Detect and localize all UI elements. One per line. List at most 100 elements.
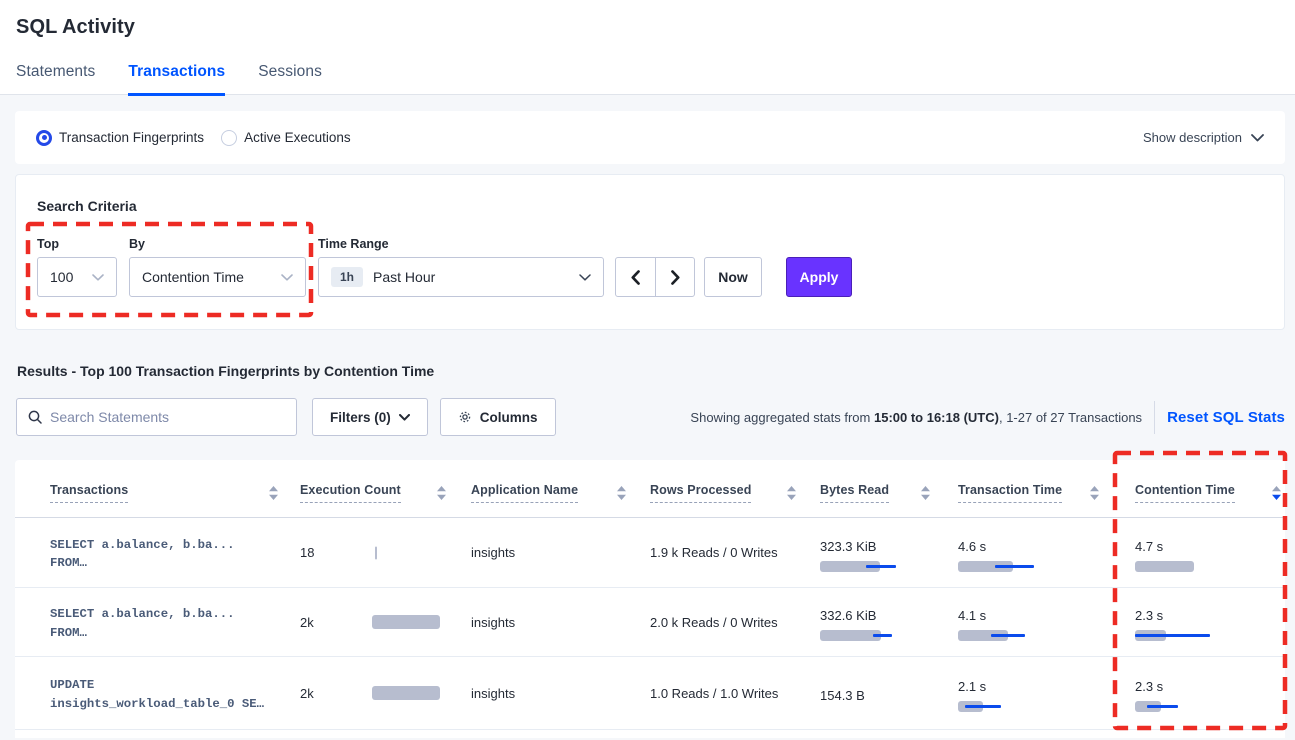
gear-icon [459,411,471,423]
column-header-label[interactable]: Contention Time [1135,483,1235,503]
bytes-read-value: 332.6 KiB [820,608,877,623]
bytes-read-stddev-line [873,634,892,637]
top-field: Top 100 [37,237,129,297]
transaction-fingerprint-link[interactable]: SELECT a.balance, b.ba... FROM… [36,602,300,642]
transactions-table: Transactions Execution Count Application N… [15,460,1285,738]
sort-icon[interactable] [1090,486,1099,500]
table-row: SELECT a.balance, b.ba... FROM… 2k insights… [15,588,1285,657]
reset-sql-stats-link[interactable]: Reset SQL Stats [1167,408,1285,426]
contention-time-stddev-line [1147,705,1178,708]
search-criteria-heading: Search Criteria [37,198,137,214]
apply-button[interactable]: Apply [786,257,852,297]
bytes-read-cell: 332.6 KiB [820,603,958,641]
transaction-fingerprint-link[interactable]: UPDATE insights_workload_table_0 SE… [36,673,300,713]
show-description-label: Show description [1143,130,1242,145]
sort-icon-desc-active[interactable] [1272,486,1281,500]
execution-count-bar [372,686,440,700]
query-line: FROM… [50,556,87,570]
column-header-transaction-time[interactable]: Transaction Time [958,474,1135,503]
table-row: UPDATE insights_workload_table_0 SE… 2k ins… [15,657,1285,730]
application-name-cell: insights [471,614,516,630]
time-range-select[interactable]: 1h Past Hour [318,257,604,297]
column-header-contention-time[interactable]: Contention Time [1135,474,1285,503]
contention-time-cell: 4.7 s [1135,534,1285,572]
by-select[interactable]: Contention Time [129,257,306,297]
chevron-down-icon [398,413,410,421]
table-row: SELECT a.balance, b.ba... FROM… 18 insights… [15,518,1285,588]
column-header-rows-processed[interactable]: Rows Processed [650,474,820,503]
transaction-time-cell: 4.1 s [958,603,1135,641]
search-icon [28,410,42,424]
column-header-transactions[interactable]: Transactions [36,474,300,503]
execution-count-cell: 18 [300,518,471,587]
search-input[interactable] [50,409,285,425]
by-select-value: Contention Time [142,269,244,285]
table-header-row: Transactions Execution Count Application N… [15,460,1285,518]
query-line: SELECT a.balance, b.ba... [50,537,235,552]
transaction-time-cell: 4.6 s [958,534,1135,572]
tab-transactions[interactable]: Transactions [128,63,226,96]
view-mode-radio-group: Transaction Fingerprints Active Executio… [36,129,351,146]
application-name-cell: insights [471,685,516,701]
transaction-fingerprint-link[interactable]: SELECT a.balance, b.ba... FROM… [36,533,300,573]
column-header-label[interactable]: Application Name [471,483,579,503]
transaction-time-value: 2.1 s [958,679,987,694]
column-header-application-name[interactable]: Application Name [471,474,650,503]
transaction-time-stddev-line [995,564,1034,568]
tab-sessions[interactable]: Sessions [258,63,322,80]
execution-count-cell: 2k [300,657,471,729]
results-heading: Results - Top 100 Transaction Fingerprin… [17,363,435,379]
radio-transaction-fingerprints[interactable]: Transaction Fingerprints [36,129,205,146]
top-select-value: 100 [50,269,74,285]
radio-label: Transaction Fingerprints [59,130,205,145]
search-criteria-panel: Search Criteria Top 100 By Contention Ti… [15,174,1285,330]
transaction-time-value: 4.1 s [958,608,987,623]
contention-time-value: 4.7 s [1135,538,1164,554]
tab-statements[interactable]: Statements [16,63,96,80]
top-label: Top [37,237,59,251]
bytes-read-bar-chart [820,560,958,572]
by-label: By [129,237,145,251]
column-header-label[interactable]: Bytes Read [820,483,890,503]
stats-prefix: Showing aggregated stats from [690,409,874,425]
sort-icon[interactable] [787,486,796,500]
contention-time-value: 2.3 s [1135,679,1164,694]
time-range-badge: 1h [331,267,364,287]
radio-unselected-icon[interactable] [221,129,238,146]
bytes-read-mean-bar [820,630,881,641]
time-next-button[interactable] [655,258,694,296]
time-range-label: Time Range [318,237,389,251]
radio-selected-icon[interactable] [36,129,52,146]
execution-count-value: 2k [300,614,314,630]
top-select[interactable]: 100 [37,257,117,297]
show-description-toggle[interactable]: Show description [1143,130,1264,145]
column-header-label[interactable]: Execution Count [300,483,401,503]
now-button[interactable]: Now [704,257,762,297]
transaction-time-cell: 2.1 s [958,674,1135,712]
sort-icon[interactable] [617,486,626,500]
column-header-execution-count[interactable]: Execution Count [300,474,471,503]
transaction-time-stddev-line [965,705,1001,708]
sort-icon[interactable] [921,486,930,500]
radio-active-executions[interactable]: Active Executions [221,129,351,146]
transaction-time-mean-bar [958,630,1008,641]
execution-count-bar [375,546,377,559]
filters-button[interactable]: Filters (0) [312,398,428,436]
rows-processed-cell: 1.9 k Reads / 0 Writes [650,545,778,560]
sort-icon[interactable] [437,486,446,500]
page-header: SQL Activity Statements Transactions Ses… [0,0,1295,96]
query-line: insights_workload_table_0 SE… [50,696,265,711]
rows-processed-cell: 1.0 Reads / 1.0 Writes [650,685,779,701]
columns-button[interactable]: Columns [439,398,556,436]
column-header-bytes-read[interactable]: Bytes Read [820,474,958,503]
bytes-read-cell: 323.3 KiB [820,534,958,572]
chevron-down-icon [579,273,591,281]
rows-processed-cell: 2.0 k Reads / 0 Writes [650,614,778,630]
sort-icon[interactable] [269,486,278,500]
results-filter-row: Filters (0) Columns Showing aggregated s… [15,398,1285,436]
column-header-label[interactable]: Transactions [50,483,129,503]
execution-count-cell: 2k [300,588,471,656]
column-header-label[interactable]: Transaction Time [958,483,1063,503]
column-header-label[interactable]: Rows Processed [650,483,752,503]
time-prev-button[interactable] [616,258,655,296]
